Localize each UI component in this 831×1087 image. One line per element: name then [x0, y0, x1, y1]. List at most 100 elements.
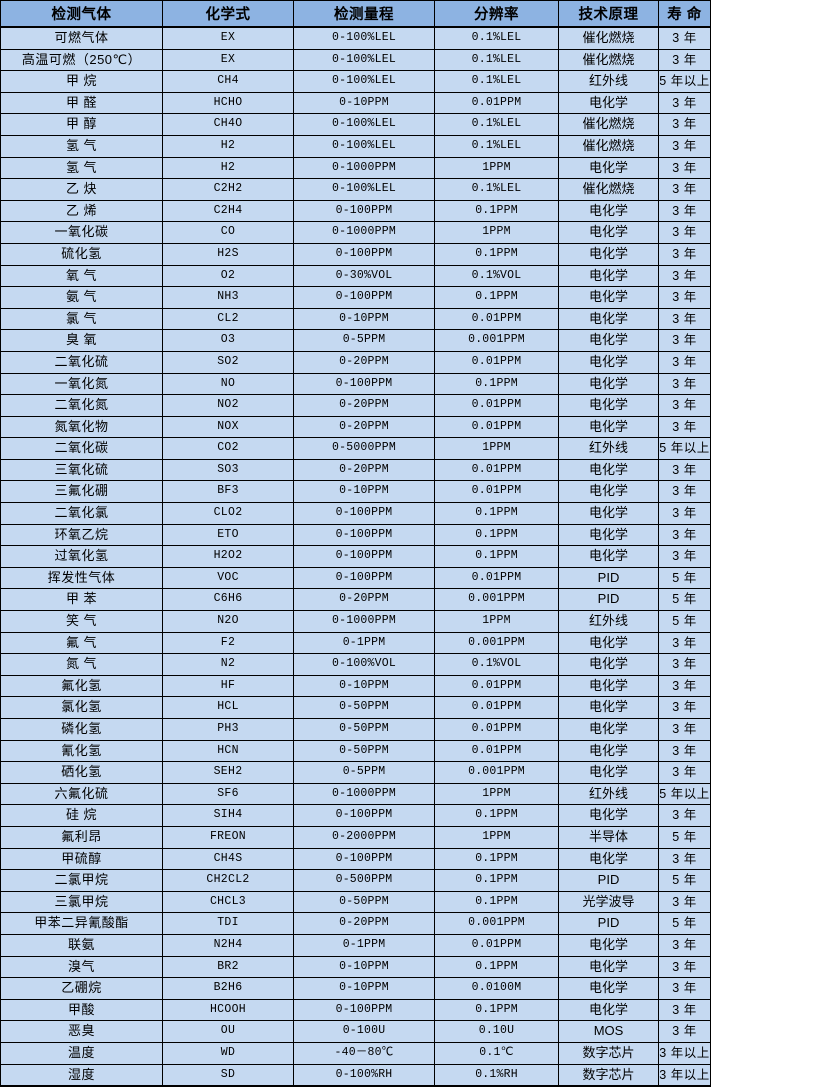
cell-life: 5 年 — [658, 912, 711, 935]
cell-range: 0-10PPM — [293, 955, 435, 979]
cell-formula: BF3 — [162, 480, 294, 504]
cell-range: 0-100%RH — [293, 1063, 435, 1087]
cell-range: 0-100PPM — [293, 286, 435, 309]
cell-resolution: 0.1PPM — [434, 804, 559, 827]
cell-life: 3 年 — [658, 329, 711, 352]
table-row: 臭 氧 O3 0-5PPM 0.001PPM 电化学 3 年 — [0, 329, 711, 352]
cell-formula: C2H2 — [162, 178, 294, 201]
table-row: 乙 烯 C2H4 0-100PPM 0.1PPM 电化学 3 年 — [0, 199, 711, 223]
cell-life: 3 年 — [658, 545, 711, 568]
cell-formula: HCL — [162, 696, 294, 719]
cell-gas: 氟利昂 — [0, 825, 163, 849]
cell-formula: N2 — [162, 653, 294, 676]
cell-life: 3 年 — [658, 480, 711, 504]
cell-formula: CH4S — [162, 847, 294, 871]
table-row: 二氧化氯 CLO2 0-100PPM 0.1PPM 电化学 3 年 — [0, 502, 711, 525]
cell-tech: 电化学 — [558, 523, 659, 547]
table-row: 氯 气 CL2 0-10PPM 0.01PPM 电化学 3 年 — [0, 307, 711, 331]
cell-gas: 过氧化氢 — [0, 545, 163, 568]
table-row: 联氨 N2H4 0-1PPM 0.01PPM 电化学 3 年 — [0, 933, 711, 957]
cell-gas: 氨 气 — [0, 286, 163, 309]
cell-resolution: 0.1PPM — [434, 847, 559, 871]
cell-tech: 电化学 — [558, 847, 659, 871]
cell-tech: 电化学 — [558, 502, 659, 525]
table-row: 一氧化碳 CO 0-1000PPM 1PPM 电化学 3 年 — [0, 221, 711, 244]
cell-tech: 红外线 — [558, 70, 659, 93]
cell-life: 3 年 — [658, 955, 711, 979]
cell-formula: C6H6 — [162, 588, 294, 612]
cell-formula: SEH2 — [162, 761, 294, 784]
cell-range: 0-100PPM — [293, 804, 435, 827]
table-row: 氮 气 N2 0-100%VOL 0.1%VOL 电化学 3 年 — [0, 653, 711, 676]
table-row: 甲硫醇 CH4S 0-100PPM 0.1PPM 电化学 3 年 — [0, 847, 711, 871]
cell-formula: HCOOH — [162, 998, 294, 1022]
cell-gas: 硒化氢 — [0, 761, 163, 784]
table-row: 溴气 BR2 0-10PPM 0.1PPM 电化学 3 年 — [0, 955, 711, 979]
cell-resolution: 1PPM — [434, 825, 559, 849]
cell-gas: 氰化氢 — [0, 739, 163, 763]
cell-formula: CHCL3 — [162, 890, 294, 914]
table-row: 三氟化硼 BF3 0-10PPM 0.01PPM 电化学 3 年 — [0, 480, 711, 504]
cell-range: 0-20PPM — [293, 350, 435, 374]
cell-resolution: 0.01PPM — [434, 307, 559, 331]
cell-life: 3 年 — [658, 696, 711, 719]
cell-life: 3 年 — [658, 739, 711, 763]
cell-resolution: 0.01PPM — [434, 933, 559, 957]
cell-gas: 氟化氢 — [0, 674, 163, 698]
table-row: 氟利昂 FREON 0-2000PPM 1PPM 半导体 5 年 — [0, 825, 711, 849]
cell-resolution: 0.1%RH — [434, 1063, 559, 1087]
cell-life: 5 年 — [658, 588, 711, 612]
cell-gas: 乙 炔 — [0, 178, 163, 201]
cell-range: 0-100%LEL — [293, 178, 435, 201]
cell-life: 3 年 — [658, 998, 711, 1022]
cell-tech: 电化学 — [558, 415, 659, 439]
cell-resolution: 0.10U — [434, 1020, 559, 1043]
cell-resolution: 0.001PPM — [434, 912, 559, 935]
table-row: 甲 醛 HCHO 0-10PPM 0.01PPM 电化学 3 年 — [0, 91, 711, 115]
cell-tech: 电化学 — [558, 480, 659, 504]
cell-formula: FREON — [162, 825, 294, 849]
cell-tech: MOS — [558, 1020, 659, 1043]
cell-formula: B2H6 — [162, 977, 294, 1000]
column-header-gas: 检测气体 — [0, 0, 163, 28]
cell-formula: C2H4 — [162, 199, 294, 223]
cell-range: 0-10PPM — [293, 977, 435, 1000]
cell-range: 0-50PPM — [293, 696, 435, 719]
cell-gas: 笑 气 — [0, 610, 163, 633]
cell-life: 3 年 — [658, 199, 711, 223]
cell-formula: NH3 — [162, 286, 294, 309]
cell-resolution: 0.01PPM — [434, 739, 559, 763]
cell-range: 0-1PPM — [293, 631, 435, 655]
cell-gas: 氢 气 — [0, 156, 163, 180]
cell-range: 0-20PPM — [293, 415, 435, 439]
cell-resolution: 0.01PPM — [434, 91, 559, 115]
cell-gas: 二氯甲烷 — [0, 869, 163, 892]
cell-gas: 温度 — [0, 1041, 163, 1065]
cell-gas: 恶臭 — [0, 1020, 163, 1043]
cell-tech: PID — [558, 869, 659, 892]
cell-range: -40－80℃ — [293, 1041, 435, 1065]
cell-gas: 一氧化氮 — [0, 372, 163, 396]
cell-resolution: 0.1%LEL — [434, 134, 559, 158]
table-row: 过氧化氢 H2O2 0-100PPM 0.1PPM 电化学 3 年 — [0, 545, 711, 568]
table-row: 高温可燃（250℃） EX 0-100%LEL 0.1%LEL 催化燃烧 3 年 — [0, 48, 711, 72]
cell-resolution: 0.1PPM — [434, 502, 559, 525]
table-row: 乙 炔 C2H2 0-100%LEL 0.1%LEL 催化燃烧 3 年 — [0, 178, 711, 201]
cell-life: 3 年 — [658, 134, 711, 158]
cell-resolution: 0.01PPM — [434, 350, 559, 374]
cell-gas: 乙硼烷 — [0, 977, 163, 1000]
cell-range: 0-100PPM — [293, 372, 435, 396]
cell-gas: 氮氧化物 — [0, 415, 163, 439]
cell-gas: 氮 气 — [0, 653, 163, 676]
cell-tech: 电化学 — [558, 91, 659, 115]
table-row: 氟化氢 HF 0-10PPM 0.01PPM 电化学 3 年 — [0, 674, 711, 698]
cell-life: 3 年 — [658, 394, 711, 417]
cell-gas: 溴气 — [0, 955, 163, 979]
cell-range: 0-50PPM — [293, 890, 435, 914]
cell-resolution: 0.01PPM — [434, 718, 559, 741]
cell-resolution: 0.1℃ — [434, 1041, 559, 1065]
cell-tech: 数字芯片 — [558, 1041, 659, 1065]
cell-range: 0-20PPM — [293, 912, 435, 935]
cell-tech: PID — [558, 566, 659, 590]
cell-tech: 电化学 — [558, 199, 659, 223]
